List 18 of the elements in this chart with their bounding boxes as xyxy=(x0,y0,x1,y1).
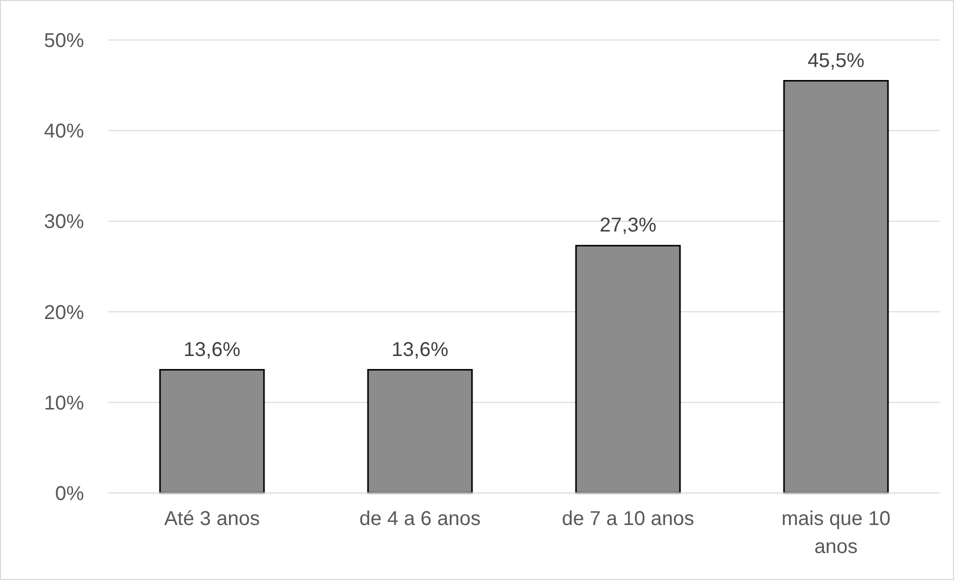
data-label: 27,3% xyxy=(600,214,657,237)
x-tick-label: mais que 10 anos xyxy=(782,508,890,558)
data-label: 45,5% xyxy=(808,50,865,72)
y-tick-label: 50% xyxy=(44,30,84,52)
bar xyxy=(367,369,473,494)
x-tick-label: de 4 a 6 anos xyxy=(359,508,481,530)
bar xyxy=(575,244,681,494)
y-tick-label: 10% xyxy=(44,392,84,414)
y-tick-label: 40% xyxy=(44,120,84,143)
x-tick-label: de 7 a 10 anos xyxy=(562,508,694,530)
x-tick-label: Até 3 anos xyxy=(164,508,260,530)
data-label: 13,6% xyxy=(184,338,241,361)
bar xyxy=(159,369,265,494)
y-tick-label: 0% xyxy=(55,483,84,505)
data-label: 13,6% xyxy=(392,338,449,361)
bar xyxy=(783,80,889,494)
y-tick-label: 30% xyxy=(44,211,84,234)
y-tick-label: 20% xyxy=(44,302,84,324)
